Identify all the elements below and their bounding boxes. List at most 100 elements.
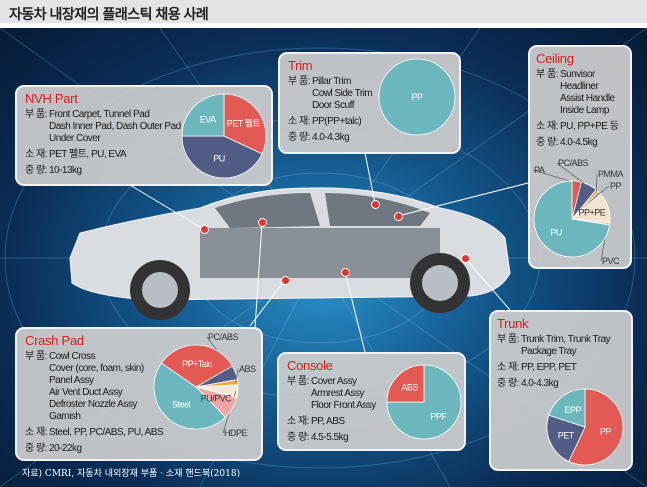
weight-label: 중 량:	[287, 432, 309, 443]
panel-title: Console	[287, 358, 333, 373]
page-title: 자동차 내장재의 플래스틱 채용 사례	[9, 6, 209, 22]
pie-label: ABS	[401, 383, 418, 393]
source-note: 자료) CMRI, 자동차 내외장재 부품 · 소재 핸드북(2018)	[22, 469, 241, 479]
parts-label: 부 품:	[25, 351, 47, 362]
panel-title: Ceiling	[536, 51, 574, 66]
pie-slice	[386, 364, 425, 403]
console-pie-chart: PPF ABS	[386, 364, 462, 440]
trim-marker-2	[371, 200, 380, 209]
trunk-pie-chart: PP PET EPP	[546, 388, 624, 466]
panel-trunk: Trunk 부 품: Trunk Trim, Trunk Tray Package …	[489, 310, 633, 471]
weight-value: 10-13kg	[48, 165, 82, 176]
materials-label: 소 재:	[497, 362, 519, 373]
pie-label: PVC	[602, 256, 620, 266]
pie-slice	[546, 414, 586, 462]
weight-label: 중 량:	[536, 137, 558, 148]
pie-label: PET	[558, 430, 575, 440]
part-item: Pillar Trim	[311, 76, 351, 87]
pie-slice	[386, 364, 462, 440]
crash-pad-marker	[281, 276, 290, 285]
part-item: Cover Assy	[310, 376, 357, 387]
pie-label: PC/ABS	[208, 332, 239, 342]
weight-value: 20-22kg	[48, 443, 82, 454]
materials-value: Steel, PP, PC/ABS, PU, ABS	[48, 427, 164, 438]
part-item: Panel Assy	[48, 375, 94, 386]
pie-label: EVA	[200, 115, 216, 125]
part-item: Inside Lamp	[559, 105, 609, 116]
pie-label: HDPE	[224, 428, 248, 438]
pie-slice	[533, 180, 610, 258]
part-item: Trunk Trim, Trunk Tray	[520, 334, 611, 345]
panel-title: Crash Pad	[25, 333, 84, 348]
panel-title: NVH Part	[25, 91, 78, 106]
part-item: Sunvisor	[559, 69, 595, 80]
part-item: Cover (core, foam, skin)	[48, 363, 144, 374]
pie-label: PP	[610, 181, 622, 191]
weight-label: 중 량:	[25, 443, 47, 454]
panel-title: Trunk	[497, 316, 529, 331]
panel-crash-pad: Crash Pad 부 품: Cowl Cross Cover (core, foa…	[15, 327, 263, 461]
pie-slice	[378, 58, 456, 136]
ceiling-marker	[394, 212, 403, 221]
materials-label: 소 재:	[25, 427, 47, 438]
materials-label: 소 재:	[288, 116, 310, 127]
pie-label: EPP	[564, 405, 581, 415]
pie-label: PP+Talc	[182, 359, 213, 369]
pie-slice	[548, 388, 586, 428]
parts-label: 부 품:	[25, 109, 47, 120]
pie-slice	[568, 388, 624, 466]
pie-label: ABS	[239, 364, 256, 374]
panel-nvh: NVH Part 부 품: Front Carpet, Tunnel Pad Das…	[15, 85, 273, 186]
part-item: Headliner	[559, 81, 599, 92]
part-item: Package Tray	[520, 346, 577, 357]
trim-pie-chart: PP	[378, 58, 456, 136]
pie-label: PET 펠트	[227, 118, 261, 129]
materials-value: PU, PP+PE 등	[559, 121, 619, 132]
materials-value: PP(PP+talc)	[311, 116, 362, 127]
materials-value: PP, ABS	[310, 416, 345, 427]
pie-label: PC/ABS	[558, 159, 589, 168]
weight-label: 중 량:	[25, 165, 47, 176]
pie-slice	[153, 362, 226, 430]
materials-label: 소 재:	[287, 416, 309, 427]
part-item: Assist Handle	[559, 93, 615, 104]
leader-line	[597, 185, 610, 195]
pie-label: PU	[213, 154, 225, 164]
part-item: Door Scuff	[311, 100, 355, 111]
materials-value: PP, EPP, PET	[520, 362, 577, 373]
pie-slice	[223, 93, 267, 155]
pie-slice	[160, 344, 233, 388]
parts-label: 부 품:	[497, 334, 519, 345]
pie-label: PP	[411, 92, 423, 102]
panel-title: Trim	[288, 58, 313, 73]
crash-pad-pie-chart: PC/ABS ABS HDPE PU/PVC Steel PP+Talc	[153, 332, 257, 438]
pie-label: PU	[550, 228, 562, 238]
leader-line	[556, 162, 589, 188]
parts-label: 부 품:	[288, 76, 310, 87]
pie-label: PP+PE	[578, 208, 605, 218]
weight-value: 4.0-4.5kg	[559, 137, 598, 148]
panel-trim: Trim 부 품: Pillar Trim Cowl Side Trim Door S…	[278, 52, 461, 154]
materials-label: 소 재:	[25, 149, 47, 160]
part-item: Cowl Cross	[48, 351, 96, 362]
materials-value: PET 펠트, PU, EVA	[48, 149, 127, 160]
part-item: Front Carpet, Tunnel Pad	[48, 109, 150, 120]
pie-label: PP	[600, 427, 612, 437]
part-item: Floor Front Assy	[310, 400, 376, 411]
panel-ceiling: Ceiling 부 품: Sunvisor Headliner Assist Hand…	[528, 45, 632, 269]
parts-label: 부 품:	[287, 376, 309, 387]
leader-line	[235, 368, 239, 383]
nvh-pie-chart: PET 펠트 PU EVA	[181, 93, 267, 179]
part-item: Under Cover	[48, 133, 101, 144]
pie-label: Steel	[172, 400, 191, 410]
title-bar: 자동차 내장재의 플래스틱 채용 사례	[0, 0, 647, 23]
pie-label: PA	[534, 165, 545, 175]
part-item: Air Vent Duct Assy	[48, 387, 123, 398]
pie-label: PMMA	[598, 169, 623, 179]
part-item: Defroster Nozzle Assy	[48, 399, 137, 410]
pie-slice	[181, 93, 225, 137]
panel-console: Console 부 품: Cover Assy Armrest Assy Floor …	[277, 352, 466, 451]
trim-marker	[258, 218, 267, 227]
materials-label: 소 재:	[536, 121, 558, 132]
ceiling-pie-chart: PA PC/ABS PMMA PP PP+PE PVC PU	[532, 159, 624, 266]
